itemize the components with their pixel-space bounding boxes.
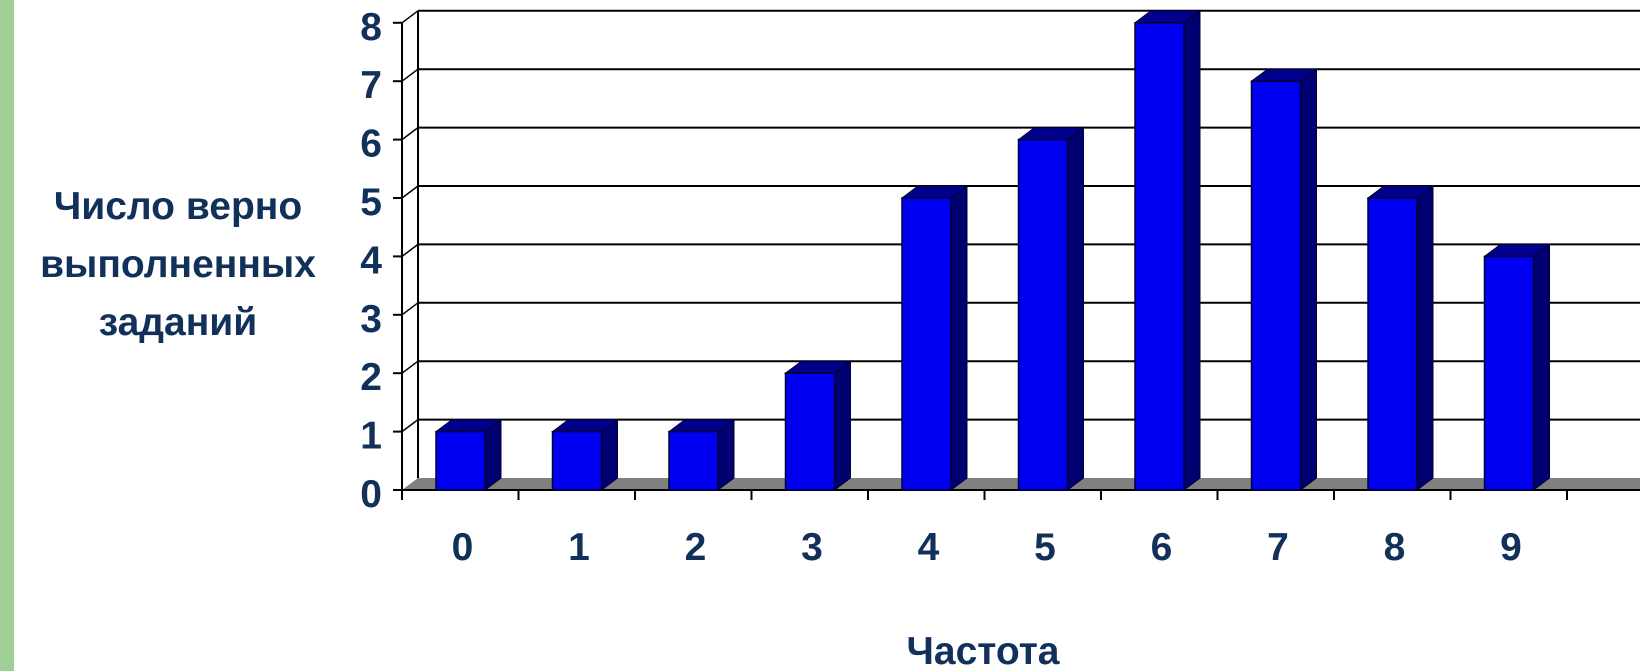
bar-front bbox=[1017, 138, 1069, 491]
x-tick-label: 1 bbox=[568, 526, 590, 569]
x-tick-label: 4 bbox=[918, 526, 940, 569]
bar bbox=[1250, 68, 1318, 491]
left-accent-stripe bbox=[0, 0, 14, 671]
bar-front bbox=[1483, 255, 1535, 491]
x-tick-label: 2 bbox=[685, 526, 707, 569]
gridline-depth bbox=[401, 243, 419, 257]
bar-front bbox=[1134, 22, 1185, 491]
bar bbox=[900, 185, 969, 491]
y-axis-title-line-2: выполненных bbox=[40, 243, 316, 286]
x-tick-label: 6 bbox=[1151, 526, 1173, 569]
y-axis-title-line-1: Число верно bbox=[53, 185, 303, 228]
y-tick-label: 4 bbox=[360, 239, 382, 282]
gridline-depth bbox=[401, 302, 419, 316]
y-axis-title-line-3: заданий bbox=[98, 301, 258, 344]
bar bbox=[1133, 9, 1202, 491]
gridline-depth bbox=[401, 10, 419, 24]
bar-front bbox=[784, 372, 836, 491]
bar bbox=[1017, 126, 1085, 491]
bar bbox=[551, 418, 619, 491]
y-tick-label: 7 bbox=[360, 64, 382, 107]
x-tick-label: 5 bbox=[1034, 526, 1056, 569]
bar-side bbox=[1416, 185, 1434, 491]
bar-front bbox=[668, 430, 719, 491]
bar bbox=[1366, 185, 1435, 491]
bar-front bbox=[435, 430, 486, 491]
bar-side bbox=[1183, 9, 1201, 491]
y-tick-label: 8 bbox=[360, 6, 382, 49]
y-tick-label: 2 bbox=[360, 356, 382, 399]
y-axis-title: Число верно выполненных заданий bbox=[14, 178, 342, 352]
y-tick-label: 0 bbox=[360, 473, 382, 516]
x-tick-label: 0 bbox=[452, 526, 474, 569]
x-tick-label: 7 bbox=[1267, 526, 1289, 569]
y-tick-label: 5 bbox=[360, 181, 382, 224]
bar-front bbox=[1250, 80, 1302, 491]
bar-side bbox=[834, 360, 851, 491]
bar bbox=[434, 418, 503, 491]
gridline-depth bbox=[401, 185, 419, 199]
bars bbox=[434, 9, 1551, 491]
x-tick-labels: 0 1 2 3 4 5 6 7 8 9 bbox=[452, 526, 1522, 569]
bar-front bbox=[901, 197, 952, 491]
x-axis-title: Частота bbox=[906, 630, 1059, 671]
bar bbox=[1483, 243, 1551, 491]
bar-front bbox=[1367, 197, 1418, 491]
bar-front bbox=[551, 430, 603, 491]
bar bbox=[667, 418, 736, 491]
bar bbox=[784, 360, 852, 491]
bar-side bbox=[1067, 126, 1084, 491]
gridline-depth bbox=[401, 419, 419, 433]
gridline-depth bbox=[401, 126, 419, 141]
x-tick-label: 9 bbox=[1500, 526, 1522, 569]
x-tick-label: 8 bbox=[1384, 526, 1406, 569]
y-tick-label: 3 bbox=[360, 298, 382, 341]
gridline-depth bbox=[401, 360, 419, 374]
y-tick-labels: 0 1 2 3 4 5 6 7 8 bbox=[360, 6, 382, 516]
x-tick-label: 3 bbox=[801, 526, 823, 569]
bar-side bbox=[1533, 243, 1550, 491]
y-tick-label: 6 bbox=[360, 123, 382, 166]
bar-side bbox=[950, 185, 968, 491]
bar-side bbox=[1300, 68, 1317, 491]
y-tick-label: 1 bbox=[360, 415, 382, 458]
gridline-depth bbox=[401, 68, 419, 82]
